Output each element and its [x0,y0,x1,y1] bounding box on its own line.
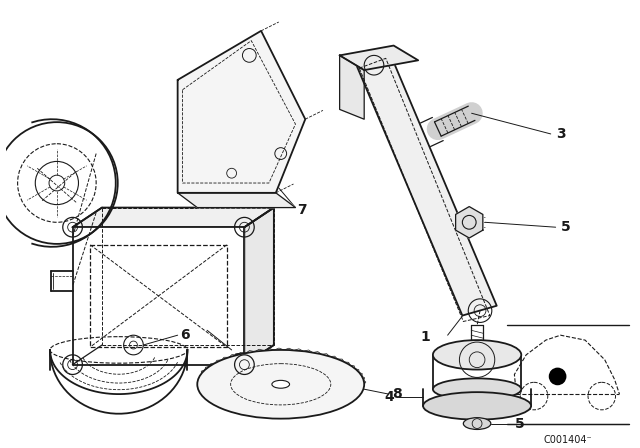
Ellipse shape [433,340,521,370]
Text: 7: 7 [298,202,307,216]
Text: C001404⁻: C001404⁻ [543,435,592,445]
Text: 8: 8 [392,387,401,401]
Polygon shape [456,207,483,238]
Ellipse shape [423,392,531,420]
Polygon shape [340,56,364,119]
Polygon shape [72,227,244,365]
Polygon shape [178,31,305,193]
Text: 6: 6 [180,328,190,342]
Text: 2: 2 [234,352,243,366]
Text: 5: 5 [561,220,570,234]
Text: 4: 4 [384,390,394,404]
Polygon shape [340,46,418,70]
Polygon shape [355,51,497,315]
Polygon shape [72,207,274,227]
Text: 3: 3 [556,127,565,141]
Ellipse shape [272,380,289,388]
Ellipse shape [197,350,364,418]
Ellipse shape [463,418,491,430]
Text: 5: 5 [515,417,524,431]
Ellipse shape [433,379,521,400]
Text: 1: 1 [420,330,430,344]
Polygon shape [178,193,296,207]
Polygon shape [244,207,274,365]
Circle shape [548,368,566,385]
